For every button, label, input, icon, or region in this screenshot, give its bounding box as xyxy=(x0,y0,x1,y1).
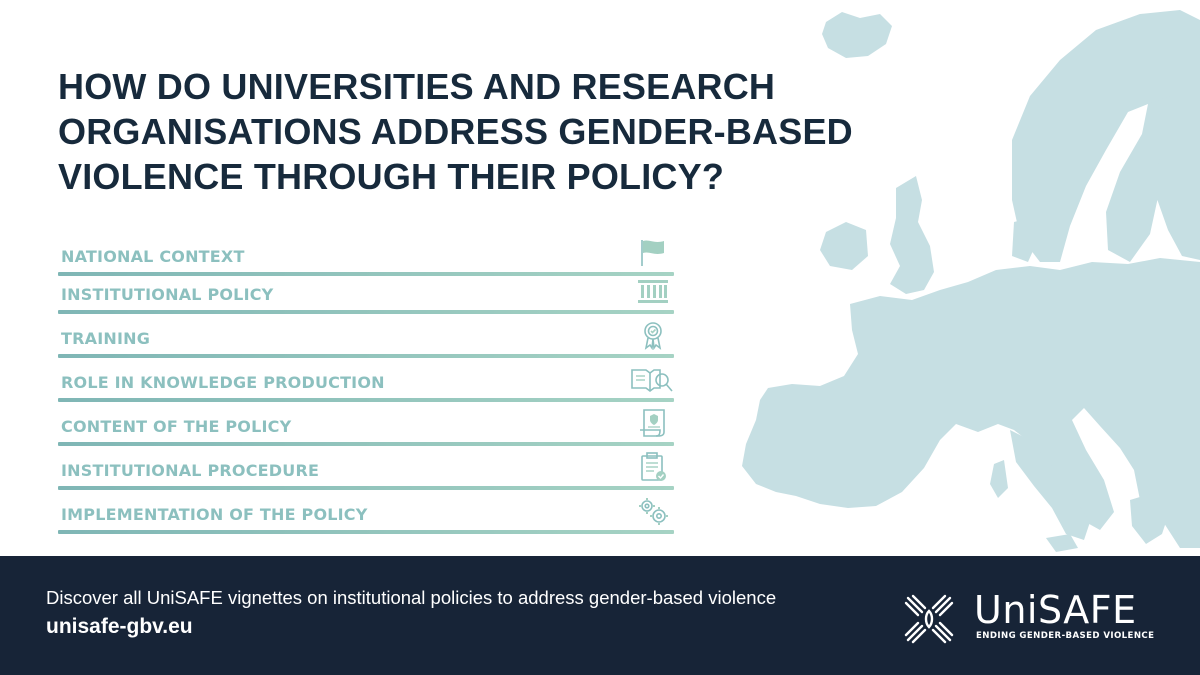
document-scroll-icon xyxy=(636,408,670,438)
divider xyxy=(58,310,674,314)
footer-banner: Discover all UniSAFE vignettes on instit… xyxy=(0,556,1200,675)
topic-label: INSTITUTIONAL POLICY xyxy=(61,285,274,304)
topic-label: NATIONAL CONTEXT xyxy=(61,247,245,266)
headline: HOW DO UNIVERSITIES AND RESEARCH ORGANIS… xyxy=(58,66,853,197)
topic-row-content-of-the-policy: CONTENT OF THE POLICY xyxy=(58,402,674,446)
book-magnifier-icon xyxy=(630,364,674,394)
flag-icon xyxy=(636,238,670,268)
divider xyxy=(58,486,674,490)
topic-row-role-in-knowledge-production: ROLE IN KNOWLEDGE PRODUCTION xyxy=(58,358,674,402)
divider xyxy=(58,530,674,534)
logo-tagline: ENDING GENDER-BASED VIOLENCE xyxy=(976,631,1155,641)
unisafe-logo: UniSAFE ENDING GENDER-BASED VIOLENCE xyxy=(904,588,1154,648)
unisafe-logo-mark-icon xyxy=(904,594,954,644)
divider xyxy=(58,354,674,358)
logo-wordmark: UniSAFE xyxy=(974,588,1137,632)
clipboard-checklist-icon xyxy=(636,452,670,482)
europe-map xyxy=(742,10,1200,552)
topic-label: INSTITUTIONAL PROCEDURE xyxy=(61,461,320,480)
topic-list: NATIONAL CONTEXT INSTITUTIONAL POLICY TR… xyxy=(58,232,674,534)
topic-label: TRAINING xyxy=(61,329,151,348)
topic-row-institutional-procedure: INSTITUTIONAL PROCEDURE xyxy=(58,446,674,490)
topic-row-institutional-policy: INSTITUTIONAL POLICY xyxy=(58,276,674,314)
topic-row-implementation-of-the-policy: IMPLEMENTATION OF THE POLICY xyxy=(58,490,674,534)
footer-link[interactable]: unisafe-gbv.eu xyxy=(46,615,193,638)
topic-row-training: TRAINING xyxy=(58,314,674,358)
gears-icon xyxy=(636,496,670,526)
divider xyxy=(58,442,674,446)
divider xyxy=(58,398,674,402)
topic-row-national-context: NATIONAL CONTEXT xyxy=(58,232,674,276)
topic-label: IMPLEMENTATION OF THE POLICY xyxy=(61,505,368,524)
topic-label: CONTENT OF THE POLICY xyxy=(61,417,292,436)
institution-icon xyxy=(636,276,670,306)
divider xyxy=(58,272,674,276)
topic-label: ROLE IN KNOWLEDGE PRODUCTION xyxy=(61,373,385,392)
award-badge-icon xyxy=(636,320,670,350)
footer-text: Discover all UniSAFE vignettes on instit… xyxy=(46,587,777,608)
